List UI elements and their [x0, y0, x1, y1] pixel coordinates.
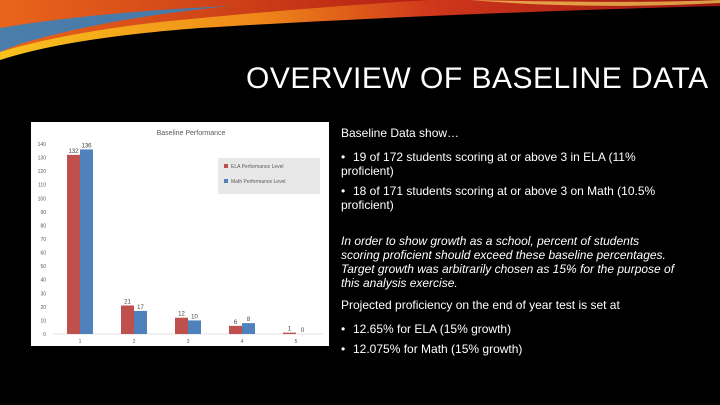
bullet-math-baseline: • 18 of 171 students scoring at or above … — [341, 184, 681, 212]
bullet-glyph: • — [341, 150, 346, 164]
bar-ela-2 — [121, 305, 134, 334]
bullet-text: 18 of 171 students scoring at or above 3… — [341, 184, 656, 212]
bullet-glyph: • — [341, 342, 346, 356]
bullet-ela-target: • 12.65% for ELA (15% growth) — [341, 322, 681, 336]
data-label: 136 — [81, 143, 92, 149]
x-tick-label: 1 — [79, 339, 82, 345]
legend-label: Math Performance Level — [231, 179, 285, 185]
data-label: 132 — [68, 149, 79, 155]
growth-explanation: In order to show growth as a school, per… — [341, 234, 675, 290]
text-block: Baseline Data show… • 19 of 172 students … — [341, 126, 681, 362]
bullet-glyph: • — [341, 322, 346, 336]
bullet-glyph: • — [341, 184, 346, 198]
legend-swatch — [224, 164, 228, 168]
bar-ela-5 — [283, 332, 296, 334]
y-tick-label: 130 — [38, 156, 47, 162]
y-tick-label: 90 — [40, 210, 46, 216]
bar-chart: Baseline Performance 0102030405060708090… — [38, 130, 323, 345]
bar-ela-3 — [175, 317, 188, 334]
data-label: 1 — [288, 327, 292, 333]
legend-label: ELA Performance Level — [231, 164, 284, 170]
x-tick-label: 5 — [295, 339, 298, 345]
bar-ela-1 — [67, 154, 80, 334]
bar-math-3 — [188, 320, 201, 334]
data-label: 10 — [191, 314, 198, 320]
y-tick-label: 140 — [38, 142, 47, 148]
bullet-text: 12.075% for Math (15% growth) — [353, 342, 523, 356]
bullet-ela-baseline: • 19 of 172 students scoring at or above … — [341, 150, 681, 178]
banner-graphic — [0, 0, 720, 60]
x-tick-label: 3 — [187, 339, 190, 345]
data-label: 8 — [247, 317, 251, 323]
bar-math-2 — [134, 310, 147, 334]
y-tick-label: 30 — [40, 291, 46, 297]
y-tick-label: 70 — [40, 237, 46, 243]
data-label: 6 — [234, 320, 238, 326]
x-tick-label: 4 — [241, 339, 244, 345]
y-tick-label: 40 — [40, 278, 46, 284]
bar-ela-4 — [229, 325, 242, 334]
y-tick-label: 60 — [40, 251, 46, 257]
y-tick-label: 0 — [43, 332, 46, 338]
chart-title: Baseline Performance — [157, 130, 226, 137]
x-tick-label: 2 — [133, 339, 136, 345]
bullet-text: 12.65% for ELA (15% growth) — [353, 322, 512, 336]
y-tick-label: 20 — [40, 305, 46, 311]
bullet-text: 19 of 172 students scoring at or above 3… — [341, 150, 636, 178]
y-tick-label: 120 — [38, 169, 47, 175]
data-label: 12 — [178, 312, 185, 318]
intro-text: Baseline Data show… — [341, 126, 460, 140]
projection-text: Projected proficiency on the end of year… — [341, 298, 620, 312]
banner-blue-streak — [0, 6, 230, 52]
y-tick-label: 80 — [40, 223, 46, 229]
chart-panel: Baseline Performance 0 10 20 30 40 50 60 70 80 90… — [31, 122, 329, 346]
y-tick-label: 100 — [38, 196, 47, 202]
legend-box — [218, 158, 320, 194]
data-label: 21 — [124, 300, 131, 306]
data-label: 0 — [301, 328, 305, 334]
bullet-math-target: • 12.075% for Math (15% growth) — [341, 342, 681, 356]
bar-math-1 — [80, 149, 93, 334]
y-tick-label: 110 — [38, 183, 46, 189]
data-label: 17 — [137, 305, 144, 311]
bar-math-4 — [242, 323, 255, 334]
y-tick-label: 50 — [40, 264, 46, 270]
slide-title: OVERVIEW OF BASELINE DATA — [246, 62, 709, 95]
banner-red-band — [0, 0, 430, 52]
banner-highlight — [470, 0, 720, 6]
legend-swatch — [224, 179, 228, 183]
y-tick-label: 10 — [40, 318, 46, 324]
